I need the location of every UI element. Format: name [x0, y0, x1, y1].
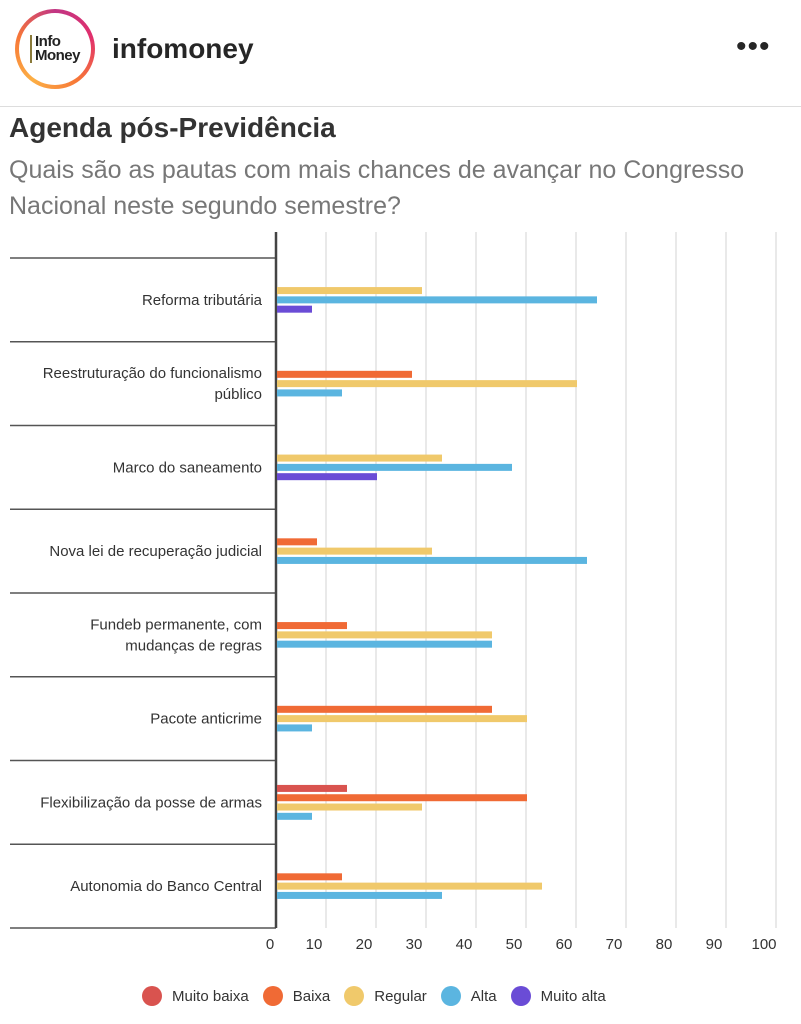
bar-regular	[277, 287, 422, 295]
bar-baixa	[277, 705, 492, 713]
legend-item: Muito baixa	[142, 986, 249, 1006]
legend-label: Muito alta	[540, 987, 606, 1005]
x-tick-label: 80	[656, 936, 673, 953]
category-label: Reforma tributária	[142, 292, 263, 309]
legend-swatch	[510, 986, 531, 1006]
bar-regular	[277, 380, 577, 388]
x-tick-label: 90	[706, 936, 723, 953]
bar-regular	[277, 715, 527, 723]
infomoney-logo: Info Money	[29, 34, 81, 63]
category-label: Autonomia do Banco Central	[70, 878, 262, 895]
legend-swatch	[440, 986, 461, 1006]
x-tick-label: 100	[751, 936, 776, 953]
bar-alta	[277, 724, 312, 732]
bar-alta	[277, 463, 512, 471]
username[interactable]: infomoney	[112, 33, 254, 64]
x-tick-label: 20	[356, 936, 373, 953]
bar-alta	[277, 389, 342, 397]
bar-regular	[277, 454, 442, 462]
bar-muito-alta	[277, 305, 312, 313]
bar-alta	[277, 812, 312, 820]
bar-baixa	[277, 538, 317, 546]
category-label: mudanças de regras	[125, 637, 262, 654]
bar-regular	[277, 547, 432, 555]
legend-label: Muito baixa	[172, 987, 249, 1005]
legend-swatch	[344, 986, 365, 1006]
legend-swatch	[262, 986, 283, 1006]
bar-regular	[277, 803, 422, 811]
bar-regular	[277, 631, 492, 639]
more-horizontal-icon[interactable]: •••	[736, 30, 771, 63]
legend-item: Muito alta	[510, 986, 606, 1006]
legend-swatch	[142, 986, 162, 1006]
chart-title: Agenda pós-Previdência	[9, 112, 336, 143]
legend: Muito baixa Baixa Regular Alta Muito alta	[142, 986, 606, 1006]
category-label: Marco do saneamento	[113, 459, 262, 476]
legend-label: Regular	[374, 987, 427, 1005]
bar-muito-baixa	[277, 784, 347, 792]
x-tick-label: 0	[266, 936, 274, 953]
x-tick-label: 30	[406, 936, 423, 953]
x-tick-label: 10	[306, 936, 323, 953]
post-header: Info Money infomoney •••	[0, 0, 801, 107]
bar-alta	[277, 891, 442, 899]
legend-label: Alta	[470, 987, 497, 1005]
avatar[interactable]: Info Money	[15, 9, 95, 89]
x-tick-label: 50	[506, 936, 523, 953]
bar-alta	[277, 296, 597, 304]
x-tick-label: 40	[456, 936, 473, 953]
bar-baixa	[277, 873, 342, 881]
legend-label: Baixa	[292, 987, 331, 1005]
category-label: Reestruturação do funcionalismo	[43, 365, 262, 382]
bar-regular	[277, 882, 542, 890]
legend-item: Alta	[440, 986, 497, 1006]
category-label: Flexibilização da posse de armas	[40, 794, 262, 811]
legend-item: Baixa	[262, 986, 331, 1006]
category-label: Fundeb permanente, com	[90, 616, 262, 633]
category-label: Pacote anticrime	[150, 711, 262, 728]
legend-item: Regular	[344, 986, 427, 1006]
bar-alta	[277, 556, 587, 564]
x-tick-label: 70	[606, 936, 623, 953]
bar-baixa	[277, 622, 347, 630]
x-tick-label: 60	[556, 936, 573, 953]
chart-subtitle: Quais são as pautas com mais chances de …	[9, 156, 745, 220]
category-label: Nova lei de recuperação judicial	[49, 543, 262, 560]
category-label: público	[214, 386, 262, 403]
bar-baixa	[277, 370, 412, 378]
bar-alta	[277, 640, 492, 648]
bar-muito-alta	[277, 473, 377, 481]
bar-baixa	[277, 794, 527, 802]
